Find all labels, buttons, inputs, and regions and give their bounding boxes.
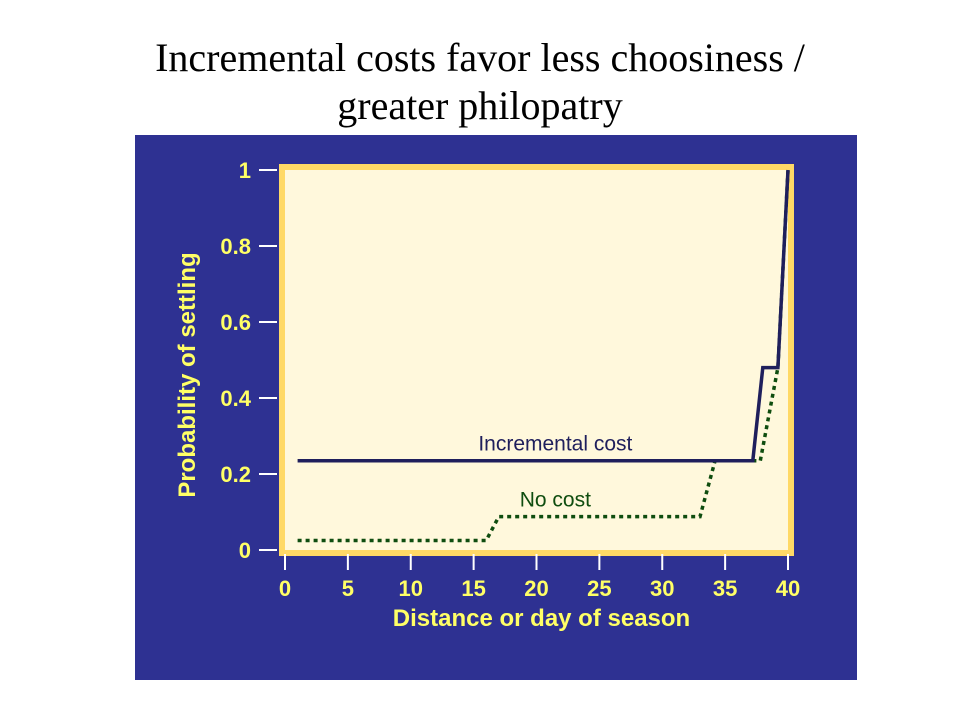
x-axis-ticks: 0 5 10 15 20 25 30 35 40 bbox=[279, 554, 800, 601]
x-tick-label: 5 bbox=[342, 576, 354, 601]
series-label-incremental-cost: Incremental cost bbox=[478, 433, 632, 456]
series-label-no-cost: No cost bbox=[520, 489, 591, 512]
series-group bbox=[297, 169, 790, 543]
series-line-incremental-cost bbox=[297, 169, 790, 463]
x-axis-title: Distance or day of season bbox=[393, 605, 690, 632]
y-tick-label: 0.8 bbox=[220, 234, 251, 259]
y-tick-label: 1 bbox=[239, 158, 251, 183]
x-tick-label: 20 bbox=[524, 576, 548, 601]
x-tick-label: 25 bbox=[587, 576, 611, 601]
chart-panel: 0 0.2 0.4 0.6 0.8 1 0 5 10 15 20 25 30 35 40 Distance… bbox=[135, 135, 857, 680]
slide-title-line-2: greater philopatry bbox=[337, 83, 623, 128]
x-tick-label: 35 bbox=[713, 576, 737, 601]
x-tick-label: 10 bbox=[399, 576, 423, 601]
x-tick-label: 30 bbox=[650, 576, 674, 601]
chart-svg: 0 0.2 0.4 0.6 0.8 1 0 5 10 15 20 25 30 35 40 Distance… bbox=[174, 158, 800, 632]
plot-area bbox=[279, 164, 794, 556]
y-axis-ticks: 0 0.2 0.4 0.6 0.8 1 bbox=[220, 158, 277, 563]
series-line-no-cost bbox=[297, 169, 790, 543]
x-tick-label: 0 bbox=[279, 576, 291, 601]
y-tick-label: 0.6 bbox=[220, 310, 251, 335]
y-tick-label: 0.2 bbox=[220, 462, 251, 487]
x-tick-label: 40 bbox=[776, 576, 800, 601]
slide-title-line-1: Incremental costs favor less choosiness … bbox=[155, 35, 805, 80]
y-tick-label: 0.4 bbox=[220, 386, 251, 411]
y-axis-title: Probability of settling bbox=[174, 252, 201, 497]
x-tick-label: 15 bbox=[461, 576, 485, 601]
slide-title: Incremental costs favor less choosiness … bbox=[0, 34, 960, 130]
y-tick-label: 0 bbox=[239, 538, 251, 563]
